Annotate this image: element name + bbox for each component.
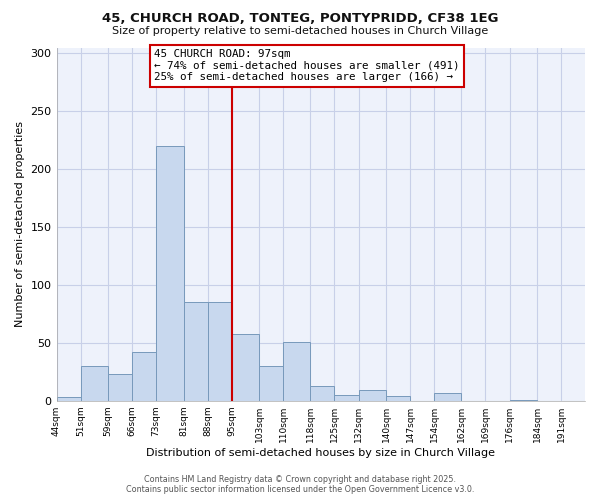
Bar [283,342,310,400]
Text: 45 CHURCH ROAD: 97sqm
← 74% of semi-detached houses are smaller (491)
25% of sem: 45 CHURCH ROAD: 97sqm ← 74% of semi-deta… [154,50,460,82]
Bar [259,366,283,400]
Bar [156,146,184,401]
Bar [232,334,259,400]
Bar [359,390,386,400]
Bar [434,392,461,400]
Text: 45, CHURCH ROAD, TONTEG, PONTYPRIDD, CF38 1EG: 45, CHURCH ROAD, TONTEG, PONTYPRIDD, CF3… [102,12,498,26]
Bar [386,396,410,400]
Bar [80,366,108,400]
X-axis label: Distribution of semi-detached houses by size in Church Village: Distribution of semi-detached houses by … [146,448,495,458]
Bar [208,302,232,400]
Bar [132,352,156,401]
Bar [108,374,132,400]
Text: Size of property relative to semi-detached houses in Church Village: Size of property relative to semi-detach… [112,26,488,36]
Bar [310,386,334,400]
Text: Contains HM Land Registry data © Crown copyright and database right 2025.
Contai: Contains HM Land Registry data © Crown c… [126,474,474,494]
Bar [56,397,80,400]
Bar [334,395,359,400]
Y-axis label: Number of semi-detached properties: Number of semi-detached properties [15,121,25,327]
Bar [184,302,208,400]
